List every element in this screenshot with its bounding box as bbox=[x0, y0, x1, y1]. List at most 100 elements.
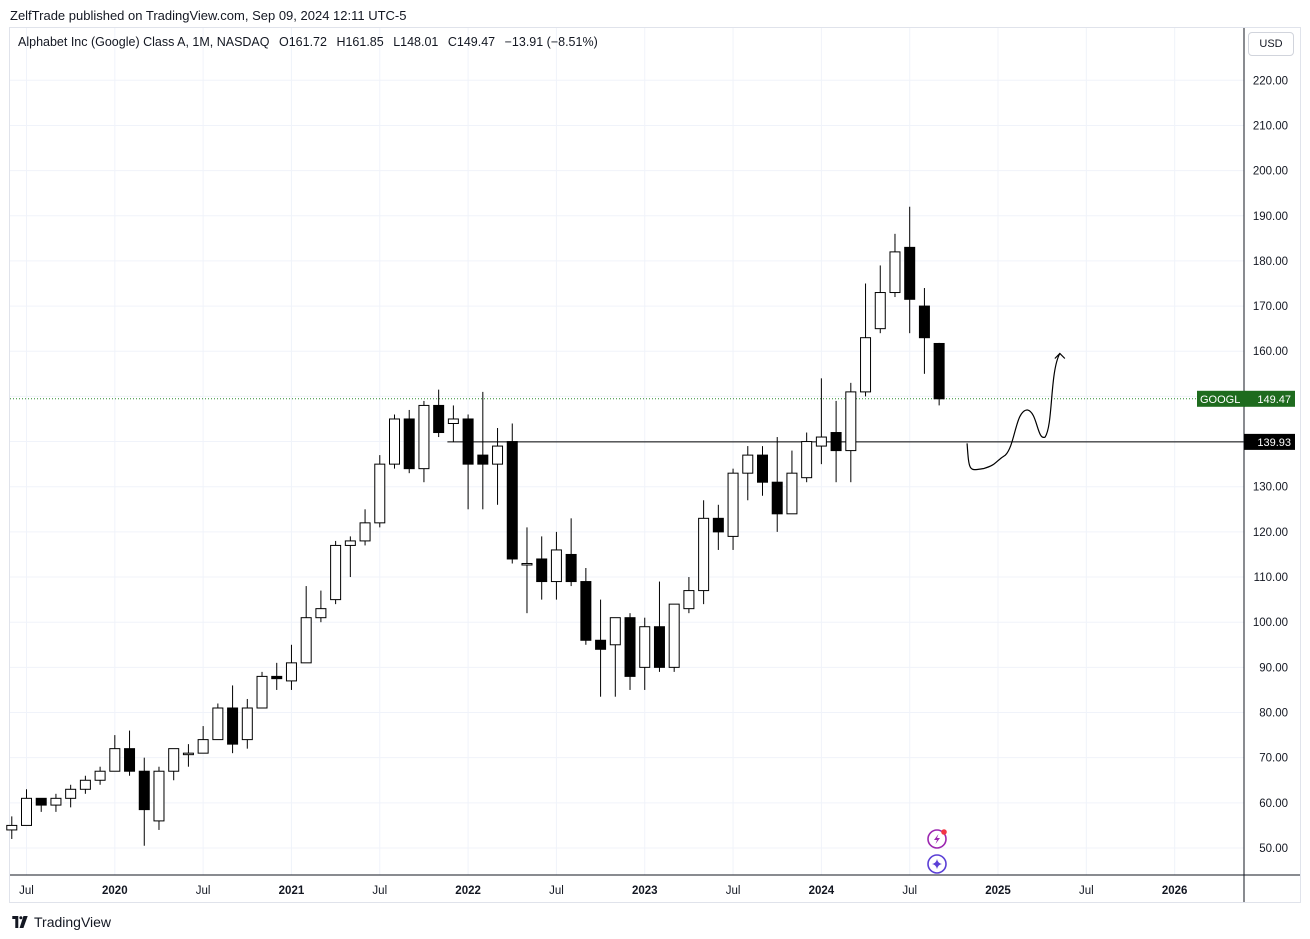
candle bbox=[506, 423, 518, 564]
candle-body-up bbox=[815, 436, 827, 447]
open-value: 161.72 bbox=[288, 35, 327, 49]
candle bbox=[904, 206, 916, 334]
candle bbox=[757, 446, 768, 496]
x-tick-label: Jul bbox=[19, 885, 34, 897]
candle bbox=[418, 400, 430, 483]
candle bbox=[830, 400, 842, 483]
candle-body-down bbox=[757, 454, 768, 483]
y-tick-label: 190.00 bbox=[1253, 211, 1288, 223]
symbol-tag-bg bbox=[1197, 390, 1245, 407]
projection-drawing[interactable] bbox=[966, 352, 1066, 471]
candle bbox=[609, 617, 621, 697]
grid-layer bbox=[10, 28, 1244, 875]
candle-body-up bbox=[21, 797, 32, 826]
lightning-badge-icon[interactable] bbox=[927, 829, 947, 849]
candle-body-up bbox=[359, 522, 371, 542]
candle-body-up bbox=[668, 603, 680, 668]
candle bbox=[79, 775, 91, 794]
candle-body-up bbox=[845, 391, 857, 452]
candle bbox=[653, 581, 665, 672]
currency-button[interactable]: USD bbox=[1248, 32, 1294, 56]
candle bbox=[550, 531, 562, 600]
y-tick-label: 200.00 bbox=[1253, 166, 1288, 178]
candle-body-up bbox=[285, 662, 297, 682]
candle-body-down bbox=[771, 481, 783, 515]
x-tick-label: 2024 bbox=[809, 885, 835, 897]
x-tick-label: Jul bbox=[902, 885, 917, 897]
candle-body-down bbox=[565, 553, 577, 583]
candle bbox=[124, 730, 136, 776]
candles-layer bbox=[6, 206, 945, 846]
price-tag-text: 149.47 bbox=[1257, 394, 1291, 406]
candle bbox=[403, 409, 415, 474]
horizontal-line-price-tag: 139.93 bbox=[1244, 433, 1295, 450]
x-tick-label: 2023 bbox=[632, 885, 658, 897]
candle-body-up bbox=[300, 617, 312, 664]
candle-body-down bbox=[271, 675, 283, 680]
candle-body-down bbox=[124, 748, 136, 772]
x-tick-label: Jul bbox=[549, 885, 564, 897]
candle-body-up bbox=[344, 540, 356, 546]
candle bbox=[212, 703, 224, 741]
badges-layer[interactable] bbox=[927, 829, 947, 874]
y-tick-label: 130.00 bbox=[1253, 482, 1288, 494]
candle-body-up bbox=[609, 617, 621, 646]
candle-body-up bbox=[168, 748, 180, 772]
symbol-tag-text: GOOGL bbox=[1200, 394, 1240, 406]
horizontal-line-layer[interactable] bbox=[10, 398, 1244, 443]
low-label: L bbox=[393, 35, 401, 49]
candle-body-up bbox=[742, 454, 754, 474]
candle-body-up bbox=[330, 544, 342, 601]
projection-arrowhead bbox=[1054, 352, 1066, 359]
candle bbox=[624, 613, 636, 690]
candle-body-up bbox=[109, 748, 121, 772]
candle bbox=[698, 500, 710, 605]
candle-body-up bbox=[698, 517, 710, 592]
candle bbox=[771, 437, 783, 532]
candle-body-down bbox=[433, 404, 445, 434]
chart-frame bbox=[9, 27, 1301, 903]
candle bbox=[433, 389, 445, 438]
tradingview-footer[interactable]: TradingView bbox=[10, 913, 111, 931]
candle-body-up bbox=[212, 707, 224, 741]
candle bbox=[712, 504, 724, 550]
candle-body-up bbox=[492, 445, 504, 465]
y-tick-label: 210.00 bbox=[1253, 120, 1288, 132]
x-tick-label: 2021 bbox=[279, 885, 305, 897]
candle bbox=[153, 766, 165, 830]
x-tick-label: 2020 bbox=[102, 885, 128, 897]
candle-body-up bbox=[521, 562, 533, 566]
candle bbox=[256, 671, 268, 709]
candle-body-up bbox=[6, 824, 18, 831]
price-tag-text: 139.93 bbox=[1257, 437, 1291, 449]
candle bbox=[35, 797, 47, 812]
candle bbox=[21, 789, 32, 826]
candle-body-up bbox=[374, 463, 386, 524]
candle-body-up bbox=[50, 797, 62, 806]
candle bbox=[374, 455, 386, 528]
x-tick-label: Jul bbox=[196, 885, 211, 897]
candle-body-down bbox=[403, 418, 415, 470]
candle bbox=[344, 536, 356, 578]
projection-curve[interactable] bbox=[966, 352, 1061, 471]
candle bbox=[227, 685, 239, 754]
candle bbox=[462, 414, 474, 510]
candle-body-down bbox=[918, 305, 930, 339]
candle-body-up bbox=[727, 472, 739, 537]
candle bbox=[742, 446, 754, 501]
candle bbox=[65, 784, 77, 808]
candle-body-down bbox=[506, 441, 518, 560]
candle bbox=[521, 527, 533, 614]
last-price-tag: GOOGL 149.47 bbox=[1197, 390, 1295, 407]
close-label: C bbox=[447, 35, 457, 49]
y-tick-label: 60.00 bbox=[1259, 798, 1288, 810]
y-tick-label: 110.00 bbox=[1254, 572, 1288, 584]
candle bbox=[241, 698, 253, 749]
candle-body-up bbox=[550, 549, 562, 583]
y-tick-label: 90.00 bbox=[1259, 662, 1288, 674]
y-tick-label: 70.00 bbox=[1259, 753, 1288, 765]
sparkle-badge-icon[interactable] bbox=[927, 854, 947, 874]
y-tick-label: 80.00 bbox=[1259, 708, 1288, 720]
candle-body-down bbox=[624, 617, 636, 677]
